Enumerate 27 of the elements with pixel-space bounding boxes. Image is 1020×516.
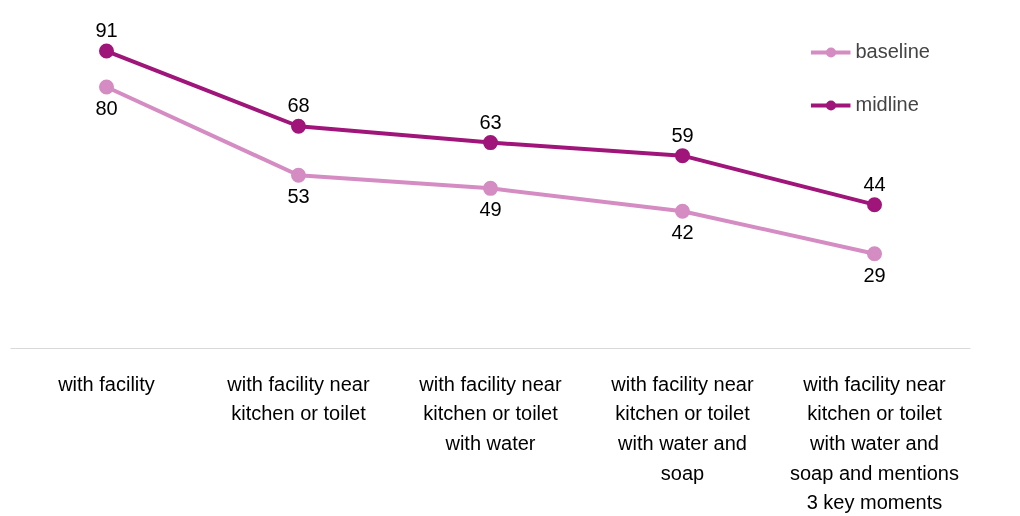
data-label: 53: [287, 185, 310, 208]
data-label: 91: [95, 19, 118, 42]
point: [99, 43, 114, 59]
point: [99, 79, 114, 95]
point: [867, 246, 882, 262]
point: [675, 148, 690, 164]
data-label: 68: [287, 94, 310, 117]
x-tick-label: with facility near kitchen or toilet with water and soap and mentions 3 key moments: [790, 372, 960, 514]
legend-label: baseline: [855, 40, 930, 63]
data-label: 44: [863, 172, 886, 195]
point: [291, 118, 306, 134]
data-label: 59: [671, 123, 694, 146]
data-label: 63: [479, 110, 502, 133]
legend-label: midline: [855, 93, 919, 116]
point: [483, 180, 498, 196]
x-tick-label: with facility near kitchen or toilet with water and soap: [610, 372, 754, 484]
point: [867, 197, 882, 213]
point: [483, 135, 498, 151]
point: [291, 167, 306, 183]
data-label: 29: [863, 263, 886, 286]
data-label: 49: [479, 198, 502, 221]
data-label: 80: [95, 97, 118, 120]
x-tick-label: with facility: [57, 372, 155, 395]
point: [675, 203, 690, 219]
x-tick-label: with facility near kitchen or toilet: [226, 372, 370, 425]
data-label: 42: [671, 221, 694, 244]
x-tick-label: with facility near kitchen or toilet with water: [418, 372, 562, 454]
